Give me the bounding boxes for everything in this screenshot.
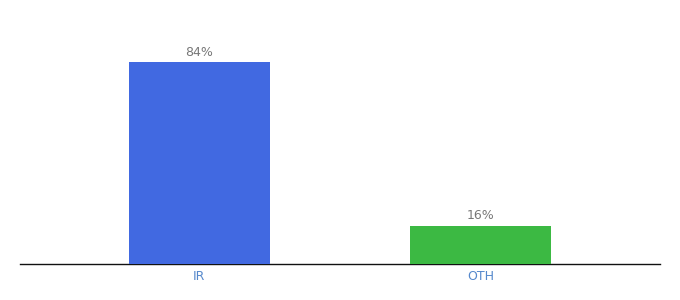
Bar: [410, 226, 551, 264]
Text: 84%: 84%: [186, 46, 214, 59]
Bar: [129, 62, 270, 264]
Text: 16%: 16%: [466, 209, 494, 222]
